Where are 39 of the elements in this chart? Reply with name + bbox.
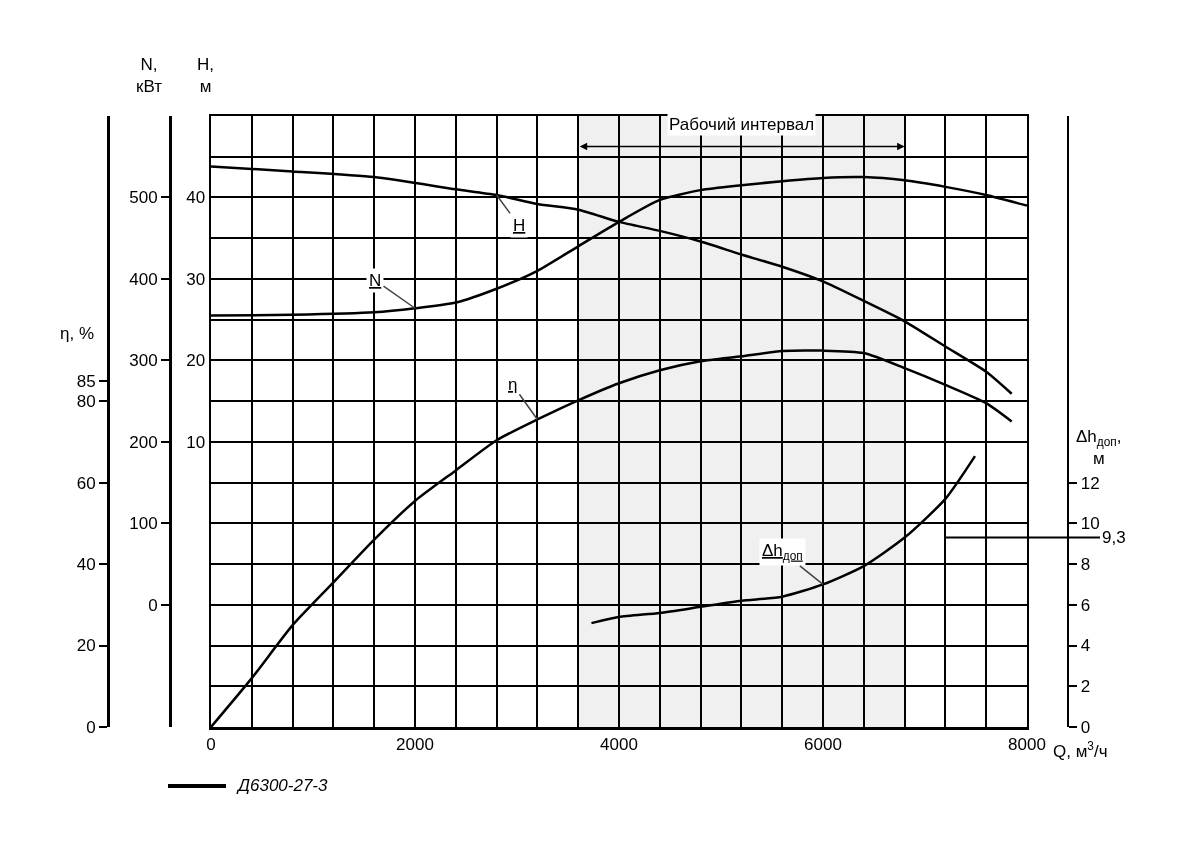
y2-tick-label: 500 (129, 188, 158, 208)
y3-tick-label: 80 (76, 392, 96, 412)
x-tick-label: 4000 (600, 734, 638, 754)
x-axis-title: Q, м$^{3}$/ч (1053, 739, 1108, 762)
y3-tick-label: 60 (76, 473, 96, 493)
y-tick-label: 20 (186, 351, 206, 371)
series-label: Δh$_{доп}$ (762, 541, 803, 563)
y-tick-label: 10 (186, 432, 206, 452)
series-label: η (508, 375, 518, 394)
x-tick-label: 2000 (396, 734, 434, 754)
y2-tick-label: 400 (129, 269, 158, 289)
y3-tick-label: 85 (76, 371, 96, 391)
text: Д6300-27-3 (238, 776, 328, 796)
y2-axis-title: N, кВт (136, 55, 163, 97)
y-tick-label: 2 (1080, 677, 1091, 697)
y-tick-label: 4 (1080, 636, 1091, 656)
y-axis-title: H, м (197, 55, 214, 97)
y-tick-label: 6 (1080, 595, 1091, 615)
ref-line-label: 9,3 (1102, 528, 1126, 547)
y3-tick-label: 20 (76, 636, 96, 656)
y-tick-label: 8 (1080, 555, 1091, 575)
y2-tick-label: 100 (129, 514, 158, 534)
y-tick-label: 0 (1080, 717, 1091, 737)
y3-tick-label: 0 (86, 717, 96, 737)
series-label: N (369, 271, 382, 290)
y-tick-label: 30 (186, 269, 206, 289)
y-tick-label: 12 (1080, 473, 1100, 493)
y-tick-label: 40 (186, 188, 206, 208)
y3-tick-label: 40 (76, 555, 96, 575)
x-tick-label: 6000 (804, 734, 842, 754)
x-tick-label: 8000 (1008, 734, 1046, 754)
y2-tick-label: 0 (148, 595, 158, 615)
y2-tick-label: 200 (129, 432, 158, 452)
y-tick-label: 10 (1080, 514, 1100, 534)
y3-axis-title: η, % (60, 324, 95, 343)
y-axis-title: Δh$_{доп}$, м (1076, 427, 1122, 469)
y2-tick-label: 300 (129, 351, 158, 371)
series-label: H (513, 216, 526, 235)
band-label: Рабочий интервал (669, 115, 815, 134)
